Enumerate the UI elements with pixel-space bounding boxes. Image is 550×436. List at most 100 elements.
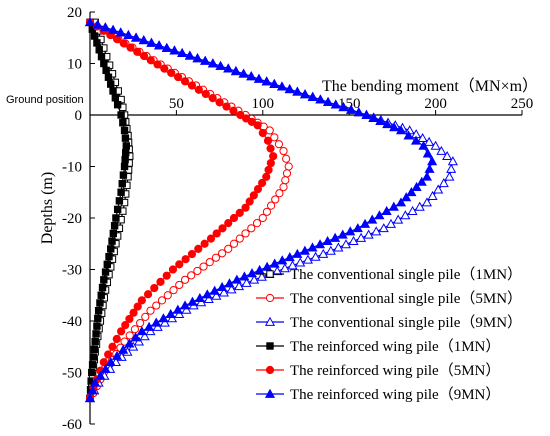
data-point: [215, 98, 224, 107]
data-point: [382, 119, 393, 129]
data-point: [129, 308, 138, 317]
data-point: [97, 52, 106, 61]
data-point: [299, 245, 310, 255]
data-point: [167, 68, 176, 77]
data-point: [258, 178, 267, 188]
data-point: [310, 251, 321, 261]
legend-entry-5: The reinforced wing pile（5MN）: [256, 362, 500, 379]
data-point: [211, 290, 222, 300]
data-point: [105, 252, 113, 261]
data-point: [100, 363, 111, 373]
series-markers: [84, 17, 458, 403]
data-point: [162, 271, 171, 280]
data-point: [407, 205, 418, 215]
data-point: [122, 142, 130, 150]
data-point: [430, 140, 441, 150]
data-point: [122, 149, 130, 157]
data-point: [192, 53, 203, 63]
data-point: [333, 242, 344, 252]
data-point: [262, 261, 273, 271]
data-point: [226, 284, 237, 294]
data-point: [121, 134, 130, 142]
data-point: [117, 327, 126, 336]
data-point: [146, 56, 155, 65]
data-point: [314, 239, 326, 249]
data-point: [295, 257, 306, 267]
data-point: [150, 283, 159, 293]
data-point: [119, 39, 128, 48]
data-point: [88, 368, 96, 377]
data-point: [222, 102, 231, 111]
data-point: [184, 50, 195, 60]
data-point: [146, 306, 155, 315]
data-point: [119, 119, 127, 127]
data-point: [266, 144, 275, 153]
data-point: [175, 260, 184, 269]
data-point: [98, 283, 107, 292]
data-point: [107, 245, 115, 253]
data-point: [270, 133, 279, 142]
data-point: [205, 258, 214, 267]
data-point: [340, 239, 352, 249]
y-tick-label: -60: [62, 417, 82, 433]
data-point: [258, 213, 267, 223]
data-point: [352, 223, 363, 233]
data-point: [262, 172, 271, 181]
legend-marker: [266, 270, 274, 278]
data-point: [249, 274, 260, 284]
data-point: [112, 35, 122, 44]
x-tick-label: 250: [511, 96, 534, 112]
data-point: [108, 342, 117, 351]
data-point: [119, 171, 128, 179]
data-point: [245, 197, 254, 206]
data-point: [120, 126, 129, 135]
data-point: [133, 47, 142, 56]
y-tick-label: -40: [62, 314, 82, 330]
data-point: [217, 249, 227, 258]
data-point: [109, 229, 118, 238]
axis-titles: The bending moment（MN×m） Depths (m) Grou…: [6, 77, 538, 244]
data-point: [442, 150, 453, 161]
data-point: [199, 262, 208, 271]
data-point: [330, 99, 341, 109]
data-point: [424, 136, 435, 146]
data-point: [200, 55, 211, 65]
legend-entry-1: The conventional single pile（1MN）: [256, 266, 522, 283]
data-point: [126, 43, 135, 52]
data-point: [368, 112, 379, 122]
data-point: [107, 80, 115, 88]
data-point: [271, 195, 280, 204]
data-point: [223, 63, 234, 73]
data-point: [94, 314, 102, 323]
data-point: [92, 19, 103, 29]
data-point: [118, 179, 126, 188]
data-point: [91, 337, 99, 346]
data-point: [131, 32, 142, 42]
data-point: [117, 188, 125, 196]
data-point: [421, 171, 433, 181]
data-point: [177, 47, 188, 58]
data-point: [269, 78, 280, 88]
data-point: [269, 258, 280, 268]
y-tick-label: 10: [67, 57, 82, 73]
data-point: [174, 308, 185, 318]
data-point: [262, 207, 272, 216]
data-point: [410, 135, 422, 145]
data-point: [143, 290, 153, 299]
data-point: [345, 226, 356, 236]
data-point: [130, 332, 141, 342]
legend-entry-3: The conventional single pile（9MN）: [256, 314, 522, 331]
data-point: [84, 393, 96, 403]
data-point: [287, 260, 298, 270]
data-point: [109, 87, 117, 95]
data-point: [239, 271, 250, 281]
data-point: [246, 268, 258, 278]
data-point: [167, 313, 178, 323]
data-point: [93, 322, 101, 330]
data-point: [238, 68, 249, 78]
data-point: [284, 252, 295, 262]
data-point: [143, 321, 155, 331]
legend-label: The reinforced wing pile（1MN）: [290, 338, 500, 355]
data-point: [187, 296, 198, 306]
data-point: [163, 291, 172, 300]
